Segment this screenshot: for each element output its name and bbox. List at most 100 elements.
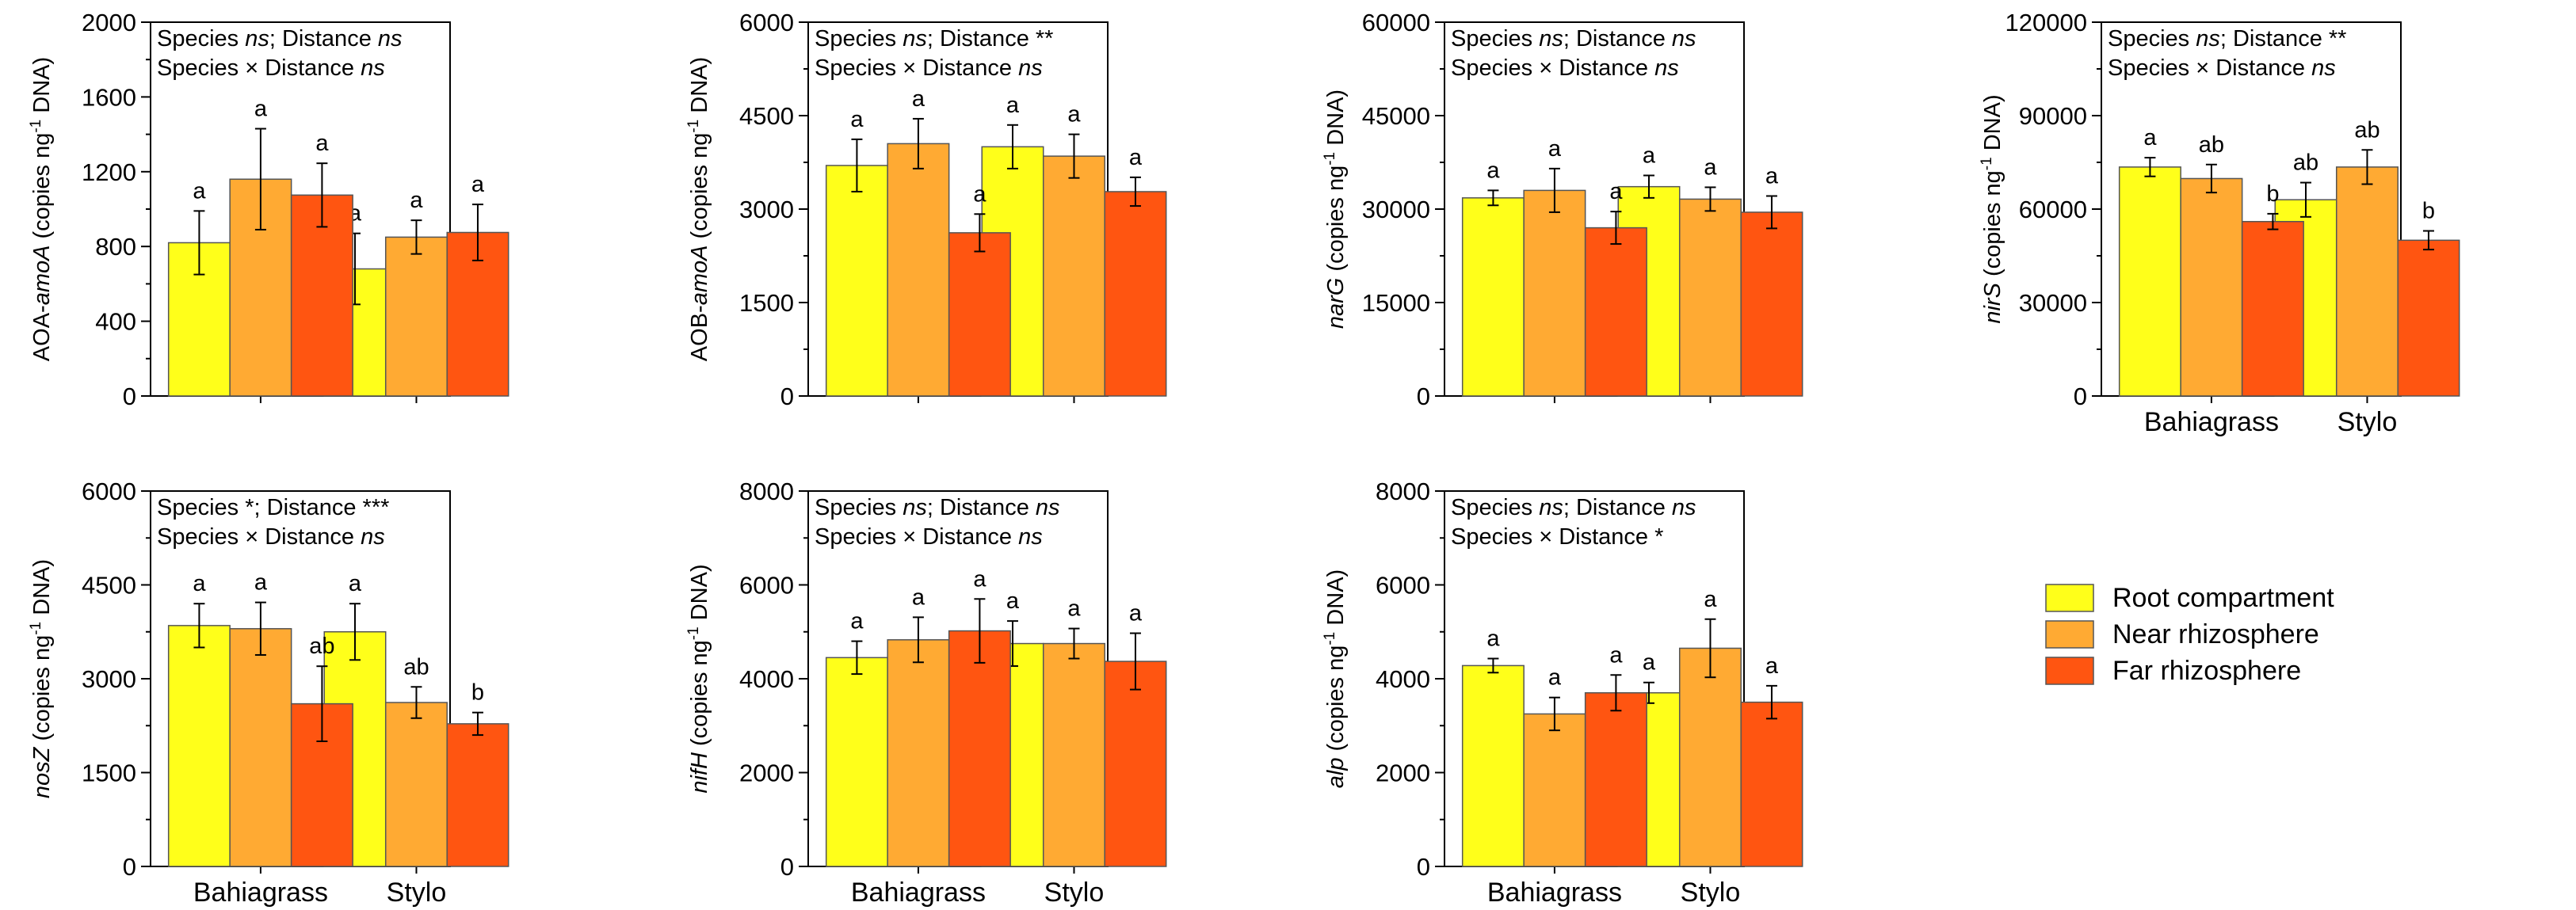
significance-letter: a [1486, 158, 1500, 183]
bar-stylo-series-3 [1104, 661, 1167, 867]
y-tick-label: 30000 [1362, 196, 1430, 223]
significance-letter: a [1129, 601, 1143, 626]
bar-bahiagrass-series-3 [1584, 692, 1647, 867]
significance-letter: a [1067, 596, 1081, 622]
stats-annotation-line: Species *; Distance *** [157, 495, 389, 520]
stats-annotation-line: Species ns; Distance ns [157, 26, 403, 51]
y-axis-label: nirS (copies ng-1 DNA) [1979, 94, 2005, 323]
significance-letter: b [471, 680, 484, 706]
significance-letter: a [1006, 588, 1020, 614]
chart-panel-4: 0300006000090000120000aabababbbBahiagras… [1979, 9, 2460, 437]
y-tick-label: 3000 [82, 665, 136, 693]
legend-item: Far rhizosphere [2045, 656, 2301, 686]
legend-label: Near rhizosphere [2112, 619, 2319, 649]
bar-bahiagrass-series-2 [887, 639, 950, 867]
x-category-label: Stylo [387, 878, 447, 908]
bar-stylo-series-3 [1104, 191, 1167, 397]
significance-letter: a [1704, 154, 1717, 180]
bar-bahiagrass-series-2 [1523, 713, 1586, 867]
bar-bahiagrass-series-2 [1523, 189, 1586, 397]
stats-annotation-line: Species ns; Distance ns [1451, 495, 1696, 520]
y-tick-label: 800 [95, 233, 136, 261]
significance-letter: a [1486, 626, 1500, 652]
y-tick-label: 60000 [2019, 196, 2087, 223]
y-tick-label: 2000 [1376, 760, 1430, 787]
significance-letter: a [315, 131, 329, 156]
y-tick-label: 1500 [739, 289, 794, 317]
y-tick-label: 0 [123, 383, 136, 410]
y-tick-label: 30000 [2019, 289, 2087, 317]
legend-swatch [2045, 584, 2094, 612]
significance-letter: ab [309, 634, 334, 659]
bar-bahiagrass-series-1 [2118, 166, 2181, 397]
y-tick-label: 15000 [1362, 289, 1430, 317]
x-category-label: Bahiagrass [851, 878, 986, 908]
bar-bahiagrass-series-3 [948, 232, 1011, 397]
x-category-label: Bahiagrass [193, 878, 328, 908]
y-tick-label: 400 [95, 308, 136, 336]
legend-label: Far rhizosphere [2112, 656, 2301, 686]
significance-letter: a [254, 97, 268, 122]
y-tick-label: 6000 [82, 478, 136, 505]
y-axis-label: alp (copies ng-1 DNA) [1322, 569, 1349, 788]
bar-bahiagrass-series-1 [825, 165, 888, 397]
y-axis-label: nifH (copies ng-1 DNA) [685, 564, 712, 793]
chart-legend: Root compartment Near rhizosphere Far rhiz… [2045, 583, 2334, 686]
significance-letter: a [349, 571, 362, 596]
significance-letter: ab [2354, 117, 2379, 143]
bar-stylo-series-2 [1678, 198, 1742, 397]
y-tick-label: 60000 [1362, 9, 1430, 36]
y-tick-label: 0 [123, 853, 136, 881]
stats-annotation-line: Species × Distance * [1451, 524, 1663, 550]
significance-letter: a [1765, 163, 1779, 188]
bar-stylo-series-3 [446, 723, 509, 867]
significance-letter: b [2266, 181, 2279, 207]
significance-letter: a [1129, 145, 1143, 170]
stats-annotation-line: Species × Distance ns [815, 524, 1043, 550]
bar-bahiagrass-series-2 [229, 628, 292, 867]
significance-letter: a [410, 188, 423, 213]
stats-annotation-line: Species × Distance ns [2108, 55, 2336, 81]
legend-item: Near rhizosphere [2045, 619, 2319, 649]
y-tick-label: 4000 [739, 665, 794, 693]
significance-letter: b [2422, 199, 2435, 224]
bar-bahiagrass-series-2 [2180, 177, 2243, 397]
significance-letter: ab [2293, 150, 2318, 176]
significance-letter: a [193, 178, 206, 204]
x-category-label: Stylo [1681, 878, 1741, 908]
significance-letter: a [193, 571, 206, 596]
y-tick-label: 4000 [1376, 665, 1430, 693]
significance-letter: a [850, 609, 864, 634]
y-tick-label: 4500 [82, 572, 136, 600]
bar-stylo-series-2 [384, 236, 448, 397]
significance-letter: a [973, 181, 987, 207]
significance-letter: a [973, 566, 987, 592]
y-tick-label: 1600 [82, 83, 136, 111]
significance-letter: a [1609, 642, 1623, 668]
y-axis-label: AOB-amoA (copies ng-1 DNA) [685, 57, 712, 361]
bar-stylo-series-2 [2335, 166, 2399, 397]
y-tick-label: 8000 [1376, 478, 1430, 505]
bar-bahiagrass-series-3 [2241, 220, 2304, 397]
stats-annotation-line: Species ns; Distance ns [1451, 26, 1696, 51]
legend-swatch [2045, 657, 2094, 685]
bar-stylo-series-3 [2397, 239, 2460, 397]
bar-bahiagrass-series-3 [1584, 227, 1647, 397]
significance-letter: ab [2199, 132, 2224, 158]
x-category-label: Stylo [2337, 407, 2398, 437]
stats-annotation-line: Species × Distance ns [157, 55, 385, 81]
significance-letter: a [1643, 143, 1656, 169]
y-tick-label: 45000 [1362, 102, 1430, 130]
y-tick-label: 0 [2074, 383, 2087, 410]
y-tick-label: 3000 [739, 196, 794, 223]
x-category-label: Bahiagrass [2144, 407, 2279, 437]
bar-stylo-series-2 [384, 702, 448, 867]
y-tick-label: 4500 [739, 102, 794, 130]
y-tick-label: 120000 [2005, 9, 2087, 36]
bar-stylo-series-2 [1678, 647, 1742, 867]
y-axis-label: narG (copies ng-1 DNA) [1322, 89, 1349, 329]
significance-letter: a [1765, 653, 1779, 679]
y-tick-label: 6000 [739, 9, 794, 36]
